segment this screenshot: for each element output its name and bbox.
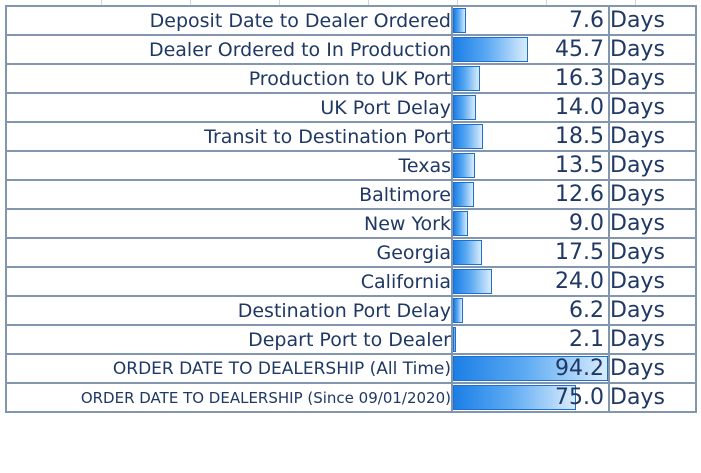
- day-value: 24.0: [555, 269, 604, 294]
- row-label[interactable]: Georgia: [5, 237, 453, 268]
- data-bar: [454, 211, 468, 236]
- row-label[interactable]: Baltimore: [5, 179, 453, 210]
- row-label[interactable]: Dealer Ordered to In Production: [5, 34, 453, 65]
- row-label[interactable]: Depart Port to Dealer: [5, 324, 453, 355]
- unit-label[interactable]: Days: [608, 34, 697, 65]
- unit-label[interactable]: Days: [608, 237, 697, 268]
- row-label[interactable]: Texas: [5, 150, 453, 181]
- value-cell[interactable]: 18.5: [451, 121, 610, 152]
- total-label[interactable]: ORDER DATE TO DEALERSHIP (Since 09/01/20…: [5, 382, 453, 413]
- table-row: UK Port Delay 14.0 Days: [5, 92, 697, 123]
- data-bar: [454, 298, 464, 323]
- value-cell[interactable]: 9.0: [451, 208, 610, 239]
- sheet-gridlines: [0, 0, 701, 6]
- day-value: 94.2: [555, 356, 604, 381]
- row-label[interactable]: California: [5, 266, 453, 297]
- day-value: 17.5: [555, 240, 604, 265]
- unit-label[interactable]: Days: [608, 266, 697, 297]
- value-cell[interactable]: 6.2: [451, 295, 610, 326]
- table-row: New York 9.0 Days: [5, 208, 697, 239]
- unit-label[interactable]: Days: [608, 150, 697, 181]
- table-row: California 24.0 Days: [5, 266, 697, 297]
- value-cell[interactable]: 17.5: [451, 237, 610, 268]
- day-value: 16.3: [555, 66, 604, 91]
- day-value: 18.5: [555, 124, 604, 149]
- day-value: 13.5: [555, 153, 604, 178]
- row-label[interactable]: Production to UK Port: [5, 63, 453, 94]
- unit-label[interactable]: Days: [608, 353, 697, 384]
- unit-label[interactable]: Days: [608, 208, 697, 239]
- table-row: Dealer Ordered to In Production 45.7 Day…: [5, 34, 697, 65]
- table-row: ORDER DATE TO DEALERSHIP (Since 09/01/20…: [5, 382, 697, 413]
- unit-label[interactable]: Days: [608, 382, 697, 413]
- day-value: 12.6: [555, 182, 604, 207]
- data-bar: [454, 327, 457, 352]
- unit-label[interactable]: Days: [608, 179, 697, 210]
- table-row: Depart Port to Dealer 2.1 Days: [5, 324, 697, 355]
- data-bar: [454, 8, 466, 33]
- data-bar: [454, 95, 477, 120]
- unit-label[interactable]: Days: [608, 5, 697, 36]
- day-value: 75.0: [555, 385, 604, 410]
- value-cell[interactable]: 94.2: [451, 353, 610, 384]
- total-label[interactable]: ORDER DATE TO DEALERSHIP (All Time): [5, 353, 453, 384]
- row-label[interactable]: UK Port Delay: [5, 92, 453, 123]
- unit-label[interactable]: Days: [608, 63, 697, 94]
- table-row: Deposit Date to Dealer Ordered 7.6 Days: [5, 5, 697, 36]
- table-row: Georgia 17.5 Days: [5, 237, 697, 268]
- table-row: Baltimore 12.6 Days: [5, 179, 697, 210]
- day-value: 6.2: [569, 298, 604, 323]
- unit-label[interactable]: Days: [608, 295, 697, 326]
- data-bar: [454, 66, 480, 91]
- data-bar: [454, 124, 484, 149]
- data-bar: [454, 269, 493, 294]
- row-label[interactable]: Deposit Date to Dealer Ordered: [5, 5, 453, 36]
- value-cell[interactable]: 13.5: [451, 150, 610, 181]
- day-value: 45.7: [555, 37, 604, 62]
- value-cell[interactable]: 7.6: [451, 5, 610, 36]
- table-row: Texas 13.5 Days: [5, 150, 697, 181]
- day-value: 2.1: [569, 327, 604, 352]
- unit-label[interactable]: Days: [608, 121, 697, 152]
- value-cell[interactable]: 75.0: [451, 382, 610, 413]
- value-cell[interactable]: 24.0: [451, 266, 610, 297]
- day-value: 9.0: [569, 211, 604, 236]
- value-cell[interactable]: 45.7: [451, 34, 610, 65]
- value-cell[interactable]: 2.1: [451, 324, 610, 355]
- data-bar: [454, 37, 529, 62]
- unit-label[interactable]: Days: [608, 324, 697, 355]
- delivery-timeline-table: Deposit Date to Dealer Ordered 7.6 Days …: [5, 5, 697, 413]
- data-bar: [454, 182, 474, 207]
- value-cell[interactable]: 14.0: [451, 92, 610, 123]
- data-bar: [454, 240, 482, 265]
- day-value: 7.6: [569, 8, 604, 33]
- table-row: Destination Port Delay 6.2 Days: [5, 295, 697, 326]
- row-label[interactable]: New York: [5, 208, 453, 239]
- value-cell[interactable]: 16.3: [451, 63, 610, 94]
- unit-label[interactable]: Days: [608, 92, 697, 123]
- row-label[interactable]: Destination Port Delay: [5, 295, 453, 326]
- table-row: Production to UK Port 16.3 Days: [5, 63, 697, 94]
- day-value: 14.0: [555, 95, 604, 120]
- table-row: Transit to Destination Port 18.5 Days: [5, 121, 697, 152]
- table-row: ORDER DATE TO DEALERSHIP (All Time) 94.2…: [5, 353, 697, 384]
- data-bar: [454, 356, 607, 381]
- row-label[interactable]: Transit to Destination Port: [5, 121, 453, 152]
- value-cell[interactable]: 12.6: [451, 179, 610, 210]
- data-bar: [454, 385, 577, 410]
- data-bar: [454, 153, 476, 178]
